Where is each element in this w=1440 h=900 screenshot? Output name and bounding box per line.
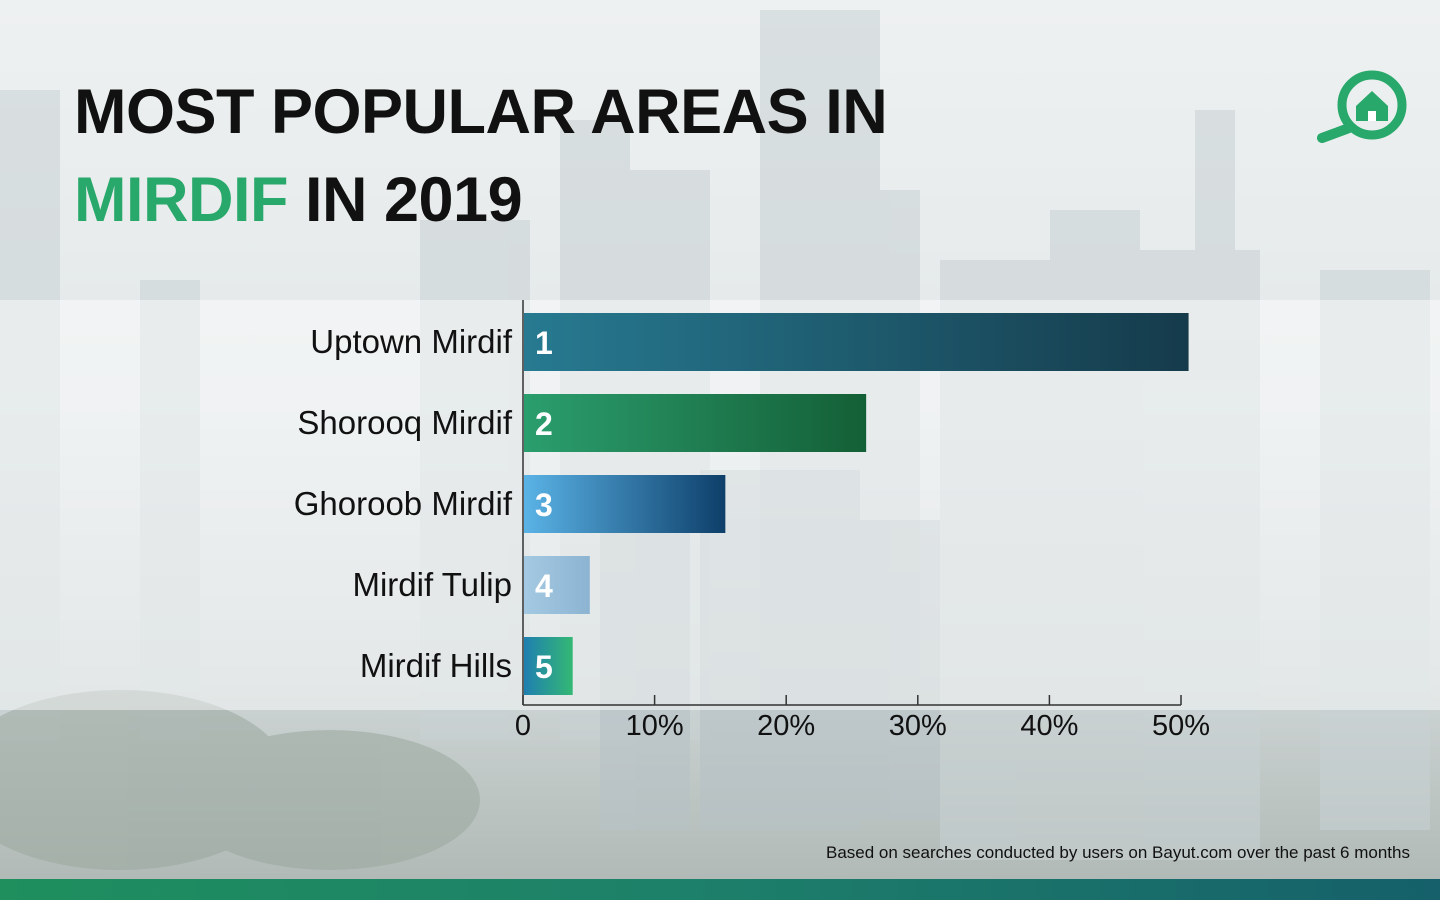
bottom-brand-bar [0, 879, 1440, 900]
bar-rank-label: 5 [535, 649, 553, 685]
footnote: Based on searches conducted by users on … [825, 843, 1410, 862]
chart-title: MOST POPULAR AREAS IN MIRDIF IN 2019 [74, 68, 888, 244]
category-label: Ghoroob Mirdif [294, 485, 513, 522]
x-tick-label: 30% [889, 710, 947, 742]
category-label: Mirdif Tulip [352, 566, 512, 603]
bar-2 [524, 394, 867, 452]
category-label: Mirdif Hills [360, 647, 512, 684]
bar-rank-label: 2 [535, 406, 553, 442]
bar-rank-label: 4 [535, 568, 553, 604]
x-tick-label: 0 [515, 710, 531, 742]
category-label: Uptown Mirdif [310, 323, 513, 360]
title-line1: MOST POPULAR AREAS IN [74, 77, 888, 147]
x-tick-label: 40% [1020, 710, 1078, 742]
title-accent: MIRDIF [74, 165, 288, 235]
bar-rank-label: 3 [535, 487, 553, 523]
bar-4 [524, 556, 590, 614]
search-home-icon [1317, 70, 1407, 143]
bar-5 [524, 637, 573, 695]
bar-3 [524, 475, 726, 533]
title-line2-rest: IN 2019 [287, 165, 523, 235]
bar-rank-label: 1 [535, 325, 553, 361]
x-tick-label: 20% [757, 710, 815, 742]
category-label: Shorooq Mirdif [297, 404, 512, 441]
x-tick-label: 10% [626, 710, 684, 742]
bar-1 [524, 313, 1189, 371]
x-tick-label: 50% [1152, 710, 1210, 742]
